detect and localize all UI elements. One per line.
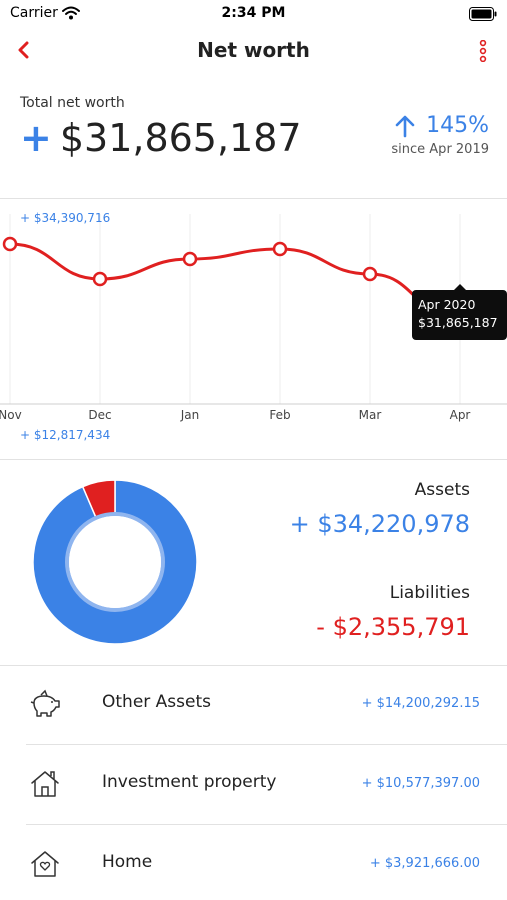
tooltip-date: Apr 2020: [418, 297, 476, 312]
back-button[interactable]: [8, 34, 40, 66]
liabilities-label: Liabilities: [389, 583, 470, 603]
chart-max-label: + $34,390,716: [20, 211, 111, 225]
chart-min-label: + $12,817,434: [20, 428, 111, 442]
nav-bar: Net worth: [0, 28, 507, 74]
data-point: [92, 271, 108, 287]
status-time: 2:34 PM: [221, 5, 286, 21]
series-line: [9, 242, 461, 321]
x-tick-label: Dec: [88, 408, 111, 422]
change-since: since Apr 2019: [391, 142, 489, 157]
more-options-button[interactable]: [471, 36, 495, 66]
net-worth-value: + $31,865,187: [20, 116, 302, 160]
list-item-label: Home: [102, 852, 153, 872]
list-item-home[interactable]: Home + $3,921,666.00: [0, 825, 507, 900]
net-worth-amount: $31,865,187: [59, 116, 302, 160]
house-icon: [31, 771, 59, 797]
total-net-worth-label: Total net worth: [20, 95, 125, 111]
piggy-bank-icon: [30, 689, 60, 717]
x-tick-label: Apr: [450, 408, 471, 422]
donut-inner-ring: [65, 512, 165, 612]
tooltip-value: $31,865,187: [418, 315, 498, 330]
list-item-value: + $3,921,666.00: [369, 856, 480, 871]
list-item-value: + $14,200,292.15: [361, 696, 480, 711]
data-point: [362, 266, 378, 282]
wifi-icon: [62, 5, 80, 24]
status-bar: Carrier 2:34 PM: [0, 0, 507, 28]
net-worth-summary: Total net worth + $31,865,187 145% since …: [0, 86, 507, 198]
data-point: [272, 241, 288, 257]
assets-value: + $34,220,978: [289, 510, 470, 538]
battery-icon: [469, 6, 497, 25]
list-item-value: + $10,577,397.00: [361, 776, 480, 791]
change-indicator: 145% since Apr 2019: [391, 113, 489, 157]
change-percent: 145%: [426, 113, 489, 138]
assets-liabilities-donut[interactable]: [30, 477, 200, 647]
net-worth-sign: +: [20, 116, 52, 160]
chevron-left-icon: [18, 41, 29, 59]
list-item-other-assets[interactable]: Other Assets + $14,200,292.15: [0, 665, 507, 745]
donut-hole: [69, 516, 161, 608]
data-point: [2, 236, 18, 252]
more-vertical-icon: [479, 40, 487, 62]
net-worth-chart[interactable]: Nov Dec Jan Feb Mar Apr + $34,390,716 + $12,8…: [0, 199, 507, 459]
page-title: Net worth: [197, 38, 310, 62]
liabilities-value: - $2,355,791: [316, 613, 470, 641]
list-item-label: Investment property: [102, 772, 277, 792]
list-item-label: Other Assets: [102, 692, 211, 712]
divider: [0, 198, 507, 199]
assets-liabilities-breakdown: Assets + $34,220,978 Liabilities - $2,35…: [0, 460, 507, 665]
carrier-label: Carrier: [10, 5, 58, 21]
home-heart-icon: [31, 851, 59, 877]
assets-label: Assets: [414, 480, 470, 500]
arrow-up-icon: [395, 115, 415, 137]
data-point: [182, 251, 198, 267]
divider: [0, 665, 507, 666]
chart-tooltip: Apr 2020 $31,865,187: [412, 284, 507, 340]
category-list: Other Assets + $14,200,292.15 Investment…: [0, 665, 507, 900]
x-tick-label: Nov: [0, 408, 22, 422]
x-tick-label: Jan: [180, 408, 200, 422]
divider: [0, 459, 507, 460]
x-tick-label: Mar: [359, 408, 382, 422]
list-item-investment-property[interactable]: Investment property + $10,577,397.00: [0, 745, 507, 825]
x-tick-label: Feb: [269, 408, 290, 422]
